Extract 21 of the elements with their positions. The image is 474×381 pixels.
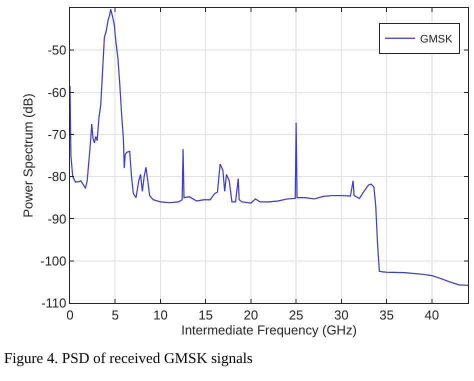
x-axis-title: Intermediate Frequency (GHz) (181, 322, 357, 338)
x-tick-label: 35 (379, 308, 394, 323)
legend-label: GMSK (420, 34, 454, 46)
x-tick-label: 25 (288, 308, 304, 323)
y-tick-label: -100 (40, 253, 66, 268)
y-tick-label: -110 (41, 296, 66, 311)
y-tick-label: -70 (48, 126, 66, 142)
x-tick-label: 0 (66, 308, 74, 323)
y-tick-label: -80 (48, 169, 66, 184)
y-tick-label: -60 (48, 84, 66, 100)
caption: Figure 4. PSD of received GMSK signals (4, 351, 253, 367)
x-tick-label: 30 (334, 308, 349, 323)
y-tick-label: -90 (48, 211, 66, 226)
line-series (70, 8, 468, 286)
x-tick-label: 10 (153, 308, 168, 323)
x-tick-label: 15 (198, 308, 213, 323)
y-tick-label: -50 (48, 42, 66, 58)
y-axis-title: Power Spectrum (dB) (20, 93, 36, 218)
x-tick-label: 20 (244, 308, 258, 323)
x-tick-label: 40 (424, 308, 440, 323)
x-tick-label: 5 (112, 308, 119, 323)
